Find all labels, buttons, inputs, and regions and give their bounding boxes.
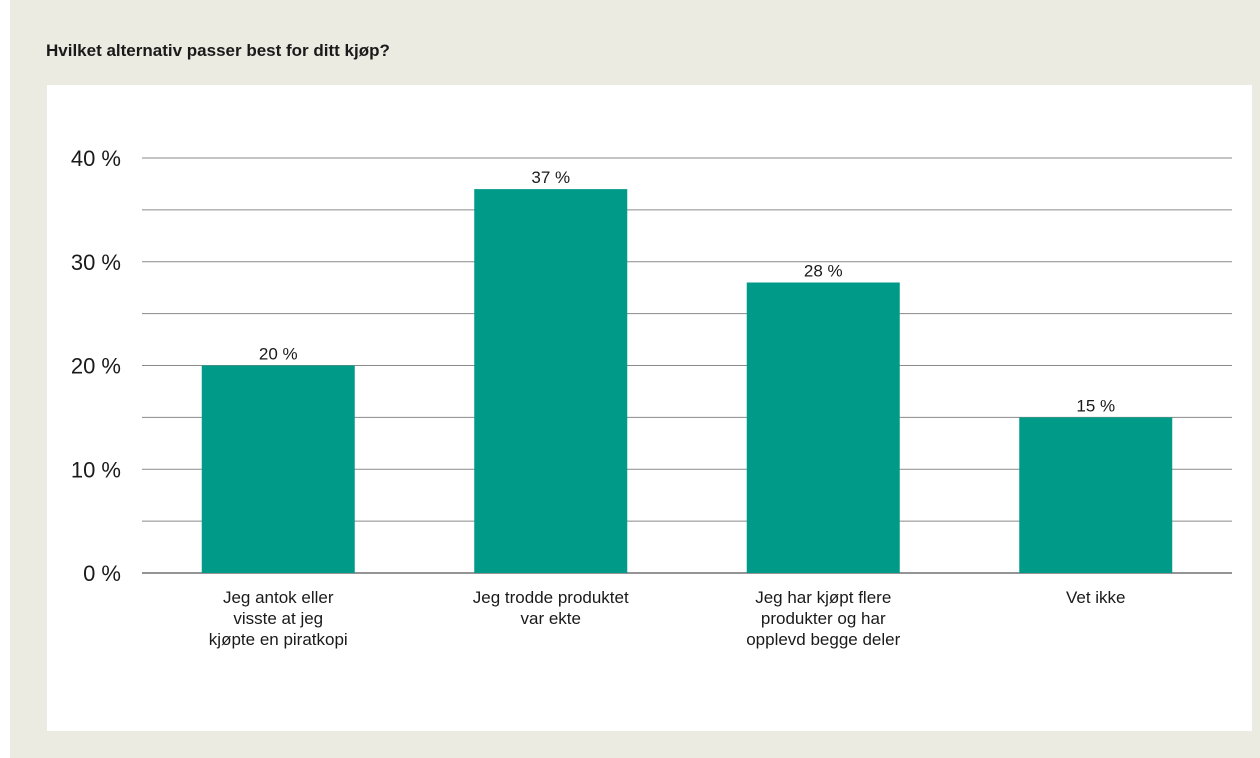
x-tick-label-line: opplevd begge deler (746, 630, 900, 649)
chart-title: Hvilket alternativ passer best for ditt … (46, 41, 390, 60)
data-label: 37 % (531, 168, 570, 187)
data-label: 28 % (804, 262, 843, 281)
plot-area: 0 % 10 % 20 % 30 % 40 % 20 % Jeg antok eller vi… (47, 85, 1252, 731)
x-tick-label-line: Vet ikke (1066, 588, 1126, 607)
x-tick-label-line: kjøpte en piratkopi (209, 630, 348, 649)
bar (746, 282, 900, 573)
data-label: 20 % (259, 345, 298, 364)
x-tick-label-line: Jeg har kjøpt flere (755, 588, 891, 607)
x-tick-label-line: var ekte (521, 609, 581, 628)
x-tick-label: Jeg trodde produktet var ekte (473, 588, 629, 628)
chart-panel: Hvilket alternativ passer best for ditt … (10, 0, 1260, 758)
x-tick-label-line: Jeg antok eller (223, 588, 334, 607)
bar (474, 189, 628, 573)
x-tick-label: Jeg antok eller visste at jeg kjøpte en pi… (209, 588, 348, 649)
x-tick-label: Vet ikke (1066, 588, 1126, 607)
y-tick-label: 30 % (71, 250, 121, 275)
y-tick-label: 40 % (71, 146, 121, 171)
data-label: 15 % (1076, 396, 1115, 415)
x-tick-label-line: Jeg trodde produktet (473, 588, 629, 607)
x-tick-label-line: produkter og har (761, 609, 886, 628)
y-tick-label: 10 % (71, 457, 121, 482)
y-tick-label: 20 % (71, 354, 121, 379)
bar (201, 365, 355, 573)
bar (1019, 417, 1173, 573)
y-tick-label: 0 % (83, 561, 121, 586)
x-tick-label: Jeg har kjøpt flere produkter og har opple… (746, 588, 900, 649)
x-tick-label-line: visste at jeg (233, 609, 323, 628)
bar-chart: 0 % 10 % 20 % 30 % 40 % 20 % Jeg antok eller vi… (71, 146, 1232, 649)
